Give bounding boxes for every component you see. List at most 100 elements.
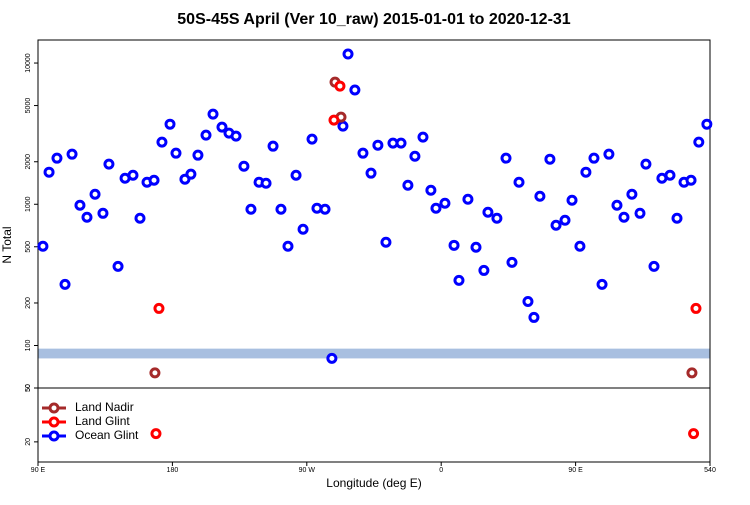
data-point xyxy=(97,207,109,219)
data-point xyxy=(306,133,318,145)
data-point xyxy=(522,295,534,307)
y-tick-label: 5000 xyxy=(25,98,32,114)
data-point xyxy=(282,240,294,252)
data-point xyxy=(686,367,698,379)
y-tick-label: 10000 xyxy=(25,53,32,73)
y-tick-label: 100 xyxy=(25,340,32,352)
x-tick-label: 0 xyxy=(439,467,443,474)
data-point xyxy=(688,428,700,440)
data-point xyxy=(478,264,490,276)
data-point xyxy=(491,212,503,224)
data-point xyxy=(337,120,349,132)
data-point xyxy=(81,211,93,223)
data-point xyxy=(588,152,600,164)
data-point xyxy=(640,158,652,170)
data-point xyxy=(207,108,219,120)
data-point xyxy=(372,139,384,151)
data-point xyxy=(482,206,494,218)
data-point xyxy=(216,121,228,133)
data-point xyxy=(566,194,578,206)
data-point xyxy=(618,211,630,223)
data-point xyxy=(260,177,272,189)
data-point xyxy=(43,166,55,178)
data-point xyxy=(185,168,197,180)
data-point xyxy=(112,260,124,272)
data-point xyxy=(275,203,287,215)
data-point xyxy=(170,147,182,159)
legend-marker xyxy=(48,430,60,442)
data-point xyxy=(402,179,414,191)
band xyxy=(38,348,710,359)
legend-label: Land Nadir xyxy=(75,400,134,414)
data-point xyxy=(66,148,78,160)
data-point xyxy=(634,207,646,219)
data-point xyxy=(153,302,165,314)
y-tick-label: 200 xyxy=(25,297,32,309)
data-point xyxy=(596,278,608,290)
data-point xyxy=(230,130,242,142)
data-point xyxy=(506,256,518,268)
data-point xyxy=(664,169,676,181)
legend-marker xyxy=(48,416,60,428)
data-point xyxy=(150,428,162,440)
data-point xyxy=(534,190,546,202)
data-point xyxy=(349,84,361,96)
data-point xyxy=(453,274,465,286)
data-point xyxy=(37,240,49,252)
data-point xyxy=(611,199,623,211)
data-point xyxy=(238,160,250,172)
data-point xyxy=(528,311,540,323)
data-point xyxy=(448,239,460,251)
data-point xyxy=(559,214,571,226)
data-point xyxy=(513,176,525,188)
data-point xyxy=(626,188,638,200)
data-point xyxy=(693,136,705,148)
chart-title: 50S-45S April (Ver 10_raw) 2015-01-01 to… xyxy=(177,11,571,28)
y-tick-label: 500 xyxy=(25,241,32,253)
y-axis-label: N Total xyxy=(0,226,14,263)
data-point xyxy=(342,48,354,60)
data-point xyxy=(59,278,71,290)
data-point xyxy=(290,169,302,181)
data-point xyxy=(334,80,346,92)
data-point xyxy=(685,174,697,186)
plot-frame xyxy=(37,387,711,463)
data-point xyxy=(326,352,338,364)
data-point xyxy=(192,149,204,161)
legend-label: Ocean Glint xyxy=(75,428,139,442)
data-point xyxy=(462,193,474,205)
data-point xyxy=(156,136,168,148)
data-point xyxy=(671,212,683,224)
data-point xyxy=(701,118,713,130)
data-point xyxy=(544,153,556,165)
data-point xyxy=(149,367,161,379)
data-point xyxy=(603,148,615,160)
data-point xyxy=(328,114,340,126)
data-point xyxy=(365,167,377,179)
x-tick-label: 540 xyxy=(704,467,716,474)
x-tick-label: 90 W xyxy=(299,467,316,474)
data-point xyxy=(245,203,257,215)
data-point xyxy=(380,236,392,248)
y-tick-label: 1000 xyxy=(25,196,32,212)
data-point xyxy=(297,223,309,235)
data-point xyxy=(51,152,63,164)
data-point xyxy=(357,147,369,159)
x-tick-label: 90 E xyxy=(568,467,583,474)
data-point xyxy=(580,166,592,178)
data-point xyxy=(430,202,442,214)
data-point xyxy=(200,129,212,141)
data-point xyxy=(439,197,451,209)
legend-marker xyxy=(48,402,60,414)
data-point xyxy=(134,212,146,224)
y-tick-label: 2000 xyxy=(25,154,32,170)
data-point xyxy=(164,118,176,130)
x-tick-label: 180 xyxy=(167,467,179,474)
legend-label: Land Glint xyxy=(75,414,130,428)
data-point xyxy=(500,152,512,164)
data-point xyxy=(74,199,86,211)
y-tick-label: 20 xyxy=(25,438,32,446)
data-point xyxy=(470,241,482,253)
